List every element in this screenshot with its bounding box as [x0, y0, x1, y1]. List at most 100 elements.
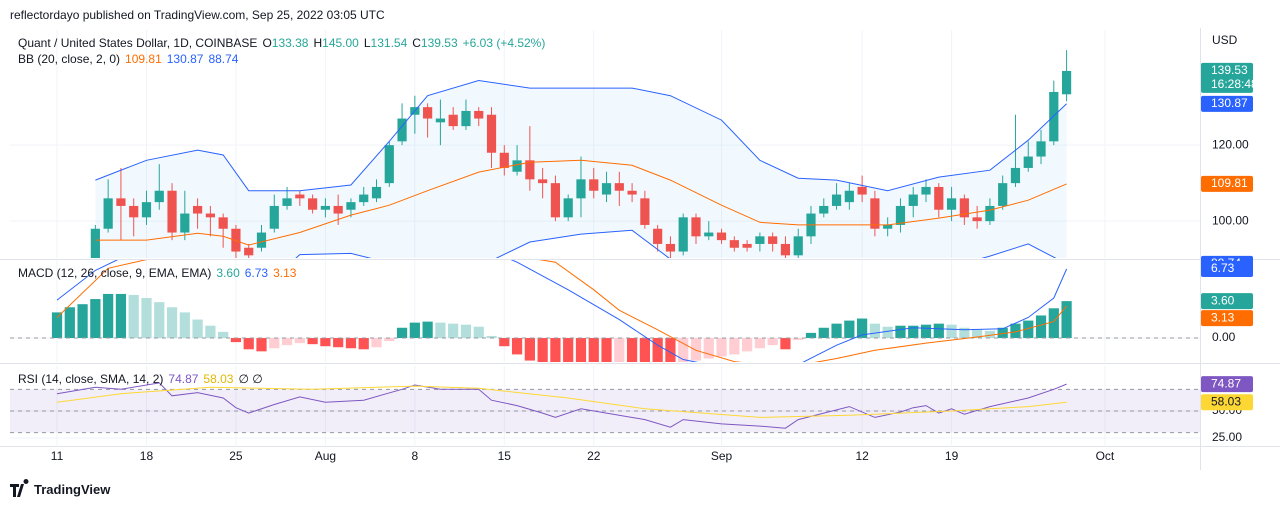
- candle-body: [716, 232, 727, 241]
- candle-body: [1010, 167, 1021, 184]
- macd-histogram-bar: [818, 327, 829, 339]
- pane: [10, 260, 1200, 362]
- legend-item: 130.87: [167, 52, 204, 66]
- macd-histogram-bar: [869, 323, 881, 339]
- legend-value: ∅ ∅: [238, 372, 263, 386]
- price-badge: [1201, 261, 1253, 278]
- legend-label: BB (20, close, 2, 0): [18, 52, 121, 66]
- candle-body: [320, 205, 330, 210]
- macd-histogram-bar: [499, 338, 510, 347]
- macd-histogram-bar: [486, 335, 497, 339]
- candle-body: [231, 228, 241, 252]
- candle-body: [742, 243, 752, 248]
- legend-item: Quant / United States Dollar, 1D, COINBA…: [18, 36, 257, 50]
- macd-histogram-bar: [1061, 301, 1072, 339]
- candle-body: [538, 179, 548, 184]
- time-label: Aug: [315, 449, 336, 463]
- macd-histogram-bar: [741, 338, 753, 352]
- legend-item: MACD (12, 26, close, 9, EMA, EMA): [18, 266, 211, 280]
- legend-value: 6.73: [244, 266, 269, 280]
- legend-value: 133.38: [271, 36, 309, 50]
- price-badge-label: 74.87: [1211, 376, 1241, 390]
- macd-histogram-bar: [780, 338, 791, 350]
- candle-body: [985, 205, 995, 222]
- macd-histogram-bar: [895, 325, 906, 339]
- legend-item: ∅ ∅: [238, 372, 262, 386]
- price-badge: [1201, 62, 1253, 93]
- footer-brand: TradingView: [34, 482, 111, 497]
- macd-histogram-bar: [511, 338, 523, 355]
- legend-label: Quant / United States Dollar, 1D, COINBA…: [18, 36, 258, 50]
- price-badge: [1201, 293, 1253, 310]
- macd-histogram-bar: [77, 304, 88, 339]
- macd-histogram-bar: [639, 338, 650, 362]
- indicator-line: [295, 229, 1057, 258]
- candle-body: [998, 183, 1008, 206]
- time-label: 25: [229, 449, 243, 463]
- legend-item: 6.73: [245, 266, 268, 280]
- price-badge-label: 109.81: [1211, 176, 1248, 190]
- price-badge-countdown: 16:28:48: [1211, 77, 1258, 91]
- macd-histogram-bar: [614, 338, 625, 362]
- candle-body: [269, 205, 279, 229]
- macd-histogram-bar: [333, 338, 344, 348]
- macd-histogram-bar: [665, 338, 676, 362]
- price-badge: [1201, 376, 1253, 393]
- legend-label: L: [363, 36, 371, 50]
- indicator-line: [56, 385, 1067, 418]
- candle-body: [640, 198, 650, 225]
- candle-body: [448, 114, 458, 127]
- candle-body: [653, 228, 663, 244]
- candle-body: [627, 190, 637, 195]
- price-axis-label: 120.00: [1212, 137, 1249, 151]
- candle-body: [819, 205, 829, 214]
- price-axis-label: 0.00: [1212, 330, 1236, 344]
- candle-body: [244, 247, 254, 256]
- macd-histogram-bar: [793, 338, 804, 341]
- candle-body: [461, 110, 471, 127]
- candle-body: [205, 213, 215, 218]
- axis-title: USD: [1212, 33, 1238, 47]
- candle-body: [921, 186, 931, 195]
- legend-label: C: [412, 36, 421, 50]
- legend-row: RSI (14, close, SMA, 14, 2) 74.87 58.03 ∅ ∅: [18, 372, 268, 386]
- legend-value: 74.87: [168, 372, 199, 386]
- candle-body: [601, 183, 612, 195]
- macd-histogram-bar: [230, 338, 242, 343]
- candle-body: [359, 194, 369, 203]
- macd-histogram-bar: [844, 320, 855, 339]
- macd-histogram-bar: [626, 338, 638, 362]
- candle-body: [256, 232, 267, 248]
- candle-body: [665, 243, 676, 252]
- macd-histogram-bar: [256, 338, 267, 352]
- pane: [10, 30, 1200, 258]
- macd-histogram-bar: [269, 338, 280, 349]
- candle-body: [959, 198, 969, 218]
- macd-histogram-bar: [946, 324, 957, 339]
- candle-body: [154, 190, 164, 203]
- candle-body: [397, 118, 407, 142]
- candle-body: [780, 243, 791, 256]
- price-badge: [1201, 95, 1253, 112]
- macd-histogram-bar: [882, 326, 893, 339]
- candle-body: [141, 202, 152, 218]
- macd-histogram-bar: [205, 325, 216, 339]
- price-badge: [1201, 310, 1253, 327]
- candle-body: [946, 198, 957, 210]
- price-axis-label: 100.00: [1212, 213, 1249, 227]
- candle-body: [346, 202, 356, 210]
- macd-histogram-bar: [933, 323, 944, 339]
- price-badge-label: 3.13: [1211, 310, 1235, 324]
- indicator-line: [56, 260, 1067, 362]
- macd-histogram-bar: [243, 338, 254, 350]
- legend-label: O: [262, 36, 272, 50]
- macd-histogram-bar: [371, 338, 382, 348]
- candle-body: [1049, 91, 1059, 142]
- macd-histogram-bar: [1048, 308, 1059, 339]
- candle-body: [282, 198, 292, 206]
- macd-histogram-bar: [218, 331, 229, 339]
- macd-histogram-bar: [729, 338, 740, 355]
- macd-histogram-bar: [460, 324, 472, 339]
- candle-body: [499, 152, 509, 168]
- macd-histogram-bar: [128, 294, 139, 339]
